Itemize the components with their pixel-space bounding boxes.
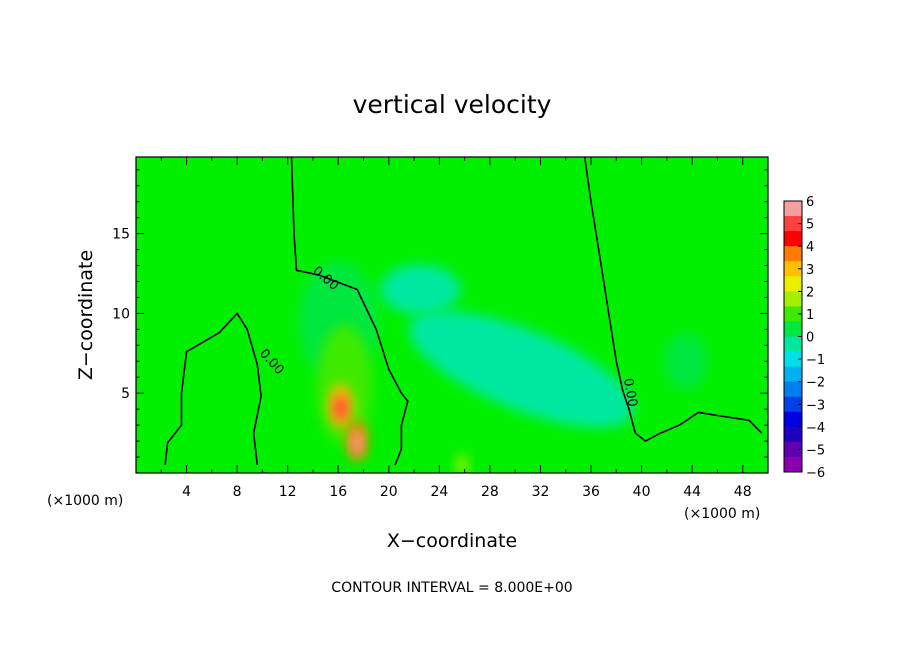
y-tick-label: 15	[112, 227, 130, 243]
colorbar-swatch	[784, 321, 802, 337]
x-tick-label: 8	[233, 484, 242, 500]
colorbar-tick-label: −1	[806, 353, 825, 368]
x-tick-label: 16	[329, 484, 347, 500]
x-tick-label: 36	[582, 484, 600, 500]
colorbar-swatch	[784, 351, 802, 368]
colorbar-swatch	[784, 276, 802, 292]
y-axis: 5 10 15	[112, 169, 768, 458]
x-tick-label: 24	[430, 484, 448, 500]
colorbar-swatch	[784, 291, 802, 307]
zero-contour-right	[583, 157, 763, 443]
colorbar-tick-label: 3	[806, 263, 814, 278]
colorbar-swatch	[784, 336, 802, 353]
feature-downdraft-band	[409, 310, 634, 428]
feature-downdraft-upper	[380, 264, 461, 315]
colorbar-swatch	[784, 411, 802, 428]
colorbar-tick-label: −3	[806, 398, 825, 413]
colorbar-swatch	[784, 201, 802, 217]
colorbar-swatch	[784, 231, 802, 247]
colorbar-tick-label: −2	[806, 376, 825, 391]
contour-interval-note: CONTOUR INTERVAL = 8.000E+00	[331, 580, 572, 596]
feature-core-updraft-core-upper	[334, 394, 348, 422]
contour-label: 0.00	[620, 377, 640, 408]
colorbar-tick-label: 6	[806, 195, 814, 210]
feature-core-updraft-core-lower	[351, 431, 363, 456]
colorbar-swatch	[784, 366, 802, 383]
chart-title: vertical velocity	[353, 90, 552, 119]
velocity-features	[298, 261, 708, 473]
colorbar-tick-label: 0	[806, 331, 814, 346]
feature-surface-updraft	[456, 455, 469, 473]
colorbar: 6 5 4 3 2 1 0 −1 −2 −3 −4 −5 −6	[783, 195, 825, 481]
y-tick-label: 10	[112, 306, 130, 322]
feature-updraft-right	[663, 333, 708, 390]
x-tick-label: 28	[481, 484, 499, 500]
x-unit-right: (×1000 m)	[684, 506, 760, 522]
x-tick-label: 40	[633, 484, 651, 500]
x-tick-label: 20	[380, 484, 398, 500]
colorbar-swatch	[784, 261, 802, 277]
colorbar-tick-label: 1	[806, 308, 814, 323]
x-tick-label: 44	[683, 484, 701, 500]
colorbar-tick-label: 5	[806, 218, 814, 233]
colorbar-swatch	[784, 381, 802, 398]
colorbar-swatch	[784, 396, 802, 413]
plot-frame	[135, 156, 769, 474]
x-tick-label: 12	[279, 484, 297, 500]
x-axis: 4 8 12 16 20 24 28 32 36 40 44 48	[160, 157, 769, 500]
x-unit-left: (×1000 m)	[47, 493, 123, 509]
colorbar-swatch	[784, 456, 802, 473]
x-tick-label: 32	[532, 484, 550, 500]
x-tick-label: 4	[182, 484, 191, 500]
colorbar-tick-label: −5	[806, 443, 825, 458]
colorbar-tick-label: −6	[806, 466, 825, 481]
plot-area: 0.000.000.00	[136, 157, 768, 473]
colorbar-swatch	[784, 441, 802, 458]
colorbar-tick-label: −4	[806, 421, 825, 436]
x-tick-label: 48	[734, 484, 752, 500]
x-axis-label: X−coordinate	[387, 530, 517, 552]
colorbar-tick-label: 4	[806, 240, 814, 255]
colorbar-swatch	[784, 426, 802, 443]
y-tick-label: 5	[121, 386, 130, 402]
colorbar-tick-label: 2	[806, 285, 814, 300]
colorbar-swatch	[784, 216, 802, 232]
zero-contour-left	[164, 312, 262, 466]
y-axis-label: Z−coordinate	[75, 250, 97, 380]
colorbar-swatch	[784, 246, 802, 262]
colorbar-swatch	[784, 306, 802, 322]
zero-contour-middle	[290, 157, 409, 466]
